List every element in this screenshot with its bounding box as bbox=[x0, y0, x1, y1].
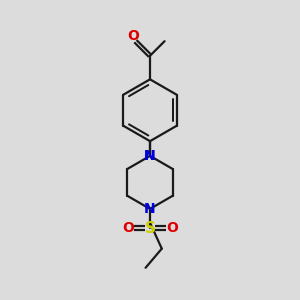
Text: S: S bbox=[145, 220, 155, 236]
Text: O: O bbox=[122, 221, 134, 235]
Text: N: N bbox=[144, 202, 156, 216]
Text: O: O bbox=[128, 29, 140, 43]
Text: O: O bbox=[166, 221, 178, 235]
Text: N: N bbox=[144, 149, 156, 163]
Text: N: N bbox=[144, 149, 156, 163]
